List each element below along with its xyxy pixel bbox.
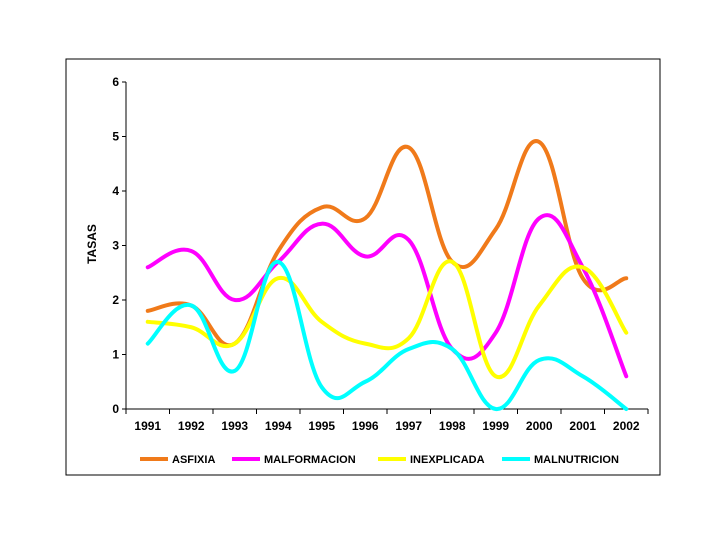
chart-area-border xyxy=(65,58,661,476)
y-tick-label: 1 xyxy=(112,348,119,362)
legend-label-inexplicada: INEXPLICADA xyxy=(410,454,485,466)
x-tick-label: 1994 xyxy=(265,419,292,433)
x-tick-label: 1997 xyxy=(395,419,422,433)
x-tick-label: 1991 xyxy=(134,419,161,433)
y-axis-label: TASAS xyxy=(85,224,99,264)
y-tick-label: 5 xyxy=(112,130,119,144)
legend-label-malnutricion: MALNUTRICION xyxy=(534,454,619,466)
x-tick-label: 2000 xyxy=(526,419,553,433)
legend-label-malformacion: MALFORMACION xyxy=(264,454,356,466)
y-tick-label: 0 xyxy=(112,402,119,416)
x-tick-label: 1993 xyxy=(221,419,248,433)
y-tick-label: 6 xyxy=(112,75,119,89)
y-tick-label: 2 xyxy=(112,293,119,307)
y-tick-label: 4 xyxy=(112,184,119,198)
legend-label-asfixia: ASFIXIA xyxy=(172,454,215,466)
x-tick-label: 2001 xyxy=(569,419,596,433)
y-tick-label: 3 xyxy=(112,239,119,253)
x-tick-label: 2002 xyxy=(613,419,640,433)
x-tick-label: 1992 xyxy=(178,419,205,433)
x-tick-label: 1999 xyxy=(482,419,509,433)
x-tick-label: 1995 xyxy=(308,419,335,433)
x-tick-label: 1998 xyxy=(439,419,466,433)
x-tick-label: 1996 xyxy=(352,419,379,433)
